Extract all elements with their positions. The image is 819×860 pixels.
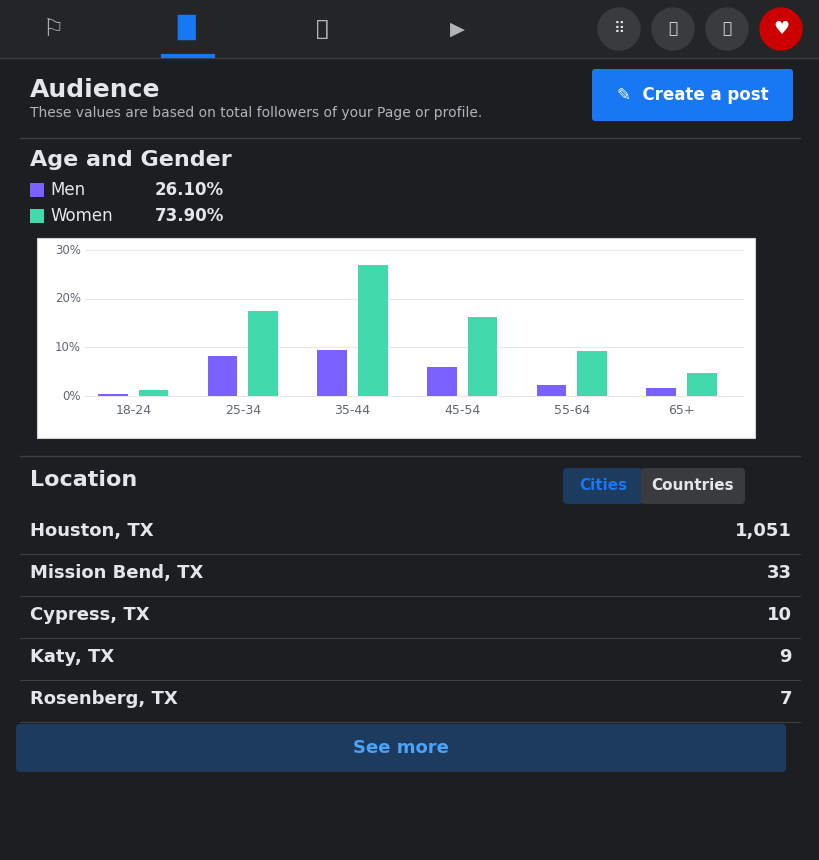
Text: Men: Men [50,181,85,199]
Bar [317,350,346,396]
Text: 33: 33 [766,563,791,581]
Text: These values are based on total followers of your Page or profile.: These values are based on total follower… [30,106,482,120]
Text: ⠿: ⠿ [613,22,624,36]
Text: 📣: 📣 [315,19,328,39]
Bar [0,0,819,58]
Circle shape [597,8,639,50]
Text: Mission Bend, TX: Mission Bend, TX [30,563,203,581]
Text: 10: 10 [766,605,791,624]
FancyBboxPatch shape [16,724,785,772]
Text: 1,051: 1,051 [734,522,791,540]
Text: 💬: 💬 [667,22,676,36]
Text: ✎  Create a post: ✎ Create a post [616,86,767,104]
Text: 55-64: 55-64 [553,404,590,417]
Text: 35-44: 35-44 [334,404,370,417]
Text: Houston, TX: Houston, TX [30,522,153,540]
Text: Cypress, TX: Cypress, TX [30,605,149,624]
FancyBboxPatch shape [640,468,744,504]
Circle shape [651,8,693,50]
Circle shape [705,8,747,50]
Bar [467,316,497,396]
Text: ▐▌: ▐▌ [168,15,206,40]
Text: Katy, TX: Katy, TX [30,648,114,666]
Text: ⚐: ⚐ [43,17,65,41]
Bar [358,265,387,396]
Text: 🔔: 🔔 [315,19,328,39]
Text: 73.90%: 73.90% [155,207,224,225]
Text: Cities: Cities [578,478,627,494]
Bar [30,209,44,223]
Text: 🔔: 🔔 [722,22,731,36]
Bar [248,310,278,396]
Bar [536,384,566,396]
Text: 26.10%: 26.10% [155,181,224,199]
Text: 25-34: 25-34 [224,404,260,417]
Bar [37,238,754,438]
Text: 30%: 30% [55,243,81,256]
Bar [138,390,168,396]
Text: 9: 9 [779,648,791,666]
Text: 10%: 10% [55,341,81,353]
Text: Audience: Audience [30,78,161,102]
FancyBboxPatch shape [591,69,792,121]
Bar [98,394,128,396]
Text: ▶: ▶ [449,20,464,39]
Bar [427,367,456,396]
Text: Age and Gender: Age and Gender [30,150,232,170]
Text: Women: Women [50,207,112,225]
FancyBboxPatch shape [563,468,642,504]
Text: See more: See more [353,739,448,757]
Bar [30,183,44,197]
Bar [645,388,676,396]
Circle shape [759,8,801,50]
Text: 65+: 65+ [667,404,694,417]
Text: Countries: Countries [651,478,734,494]
Text: Location: Location [30,470,137,490]
Text: 7: 7 [779,690,791,708]
Text: 45-54: 45-54 [444,404,480,417]
Text: 18-24: 18-24 [115,404,152,417]
Bar [686,373,716,396]
Text: 0%: 0% [62,390,81,402]
Bar [577,351,606,396]
Text: Rosenberg, TX: Rosenberg, TX [30,690,178,708]
Text: ♥: ♥ [772,20,788,38]
Bar [207,356,238,396]
Text: 20%: 20% [55,292,81,305]
